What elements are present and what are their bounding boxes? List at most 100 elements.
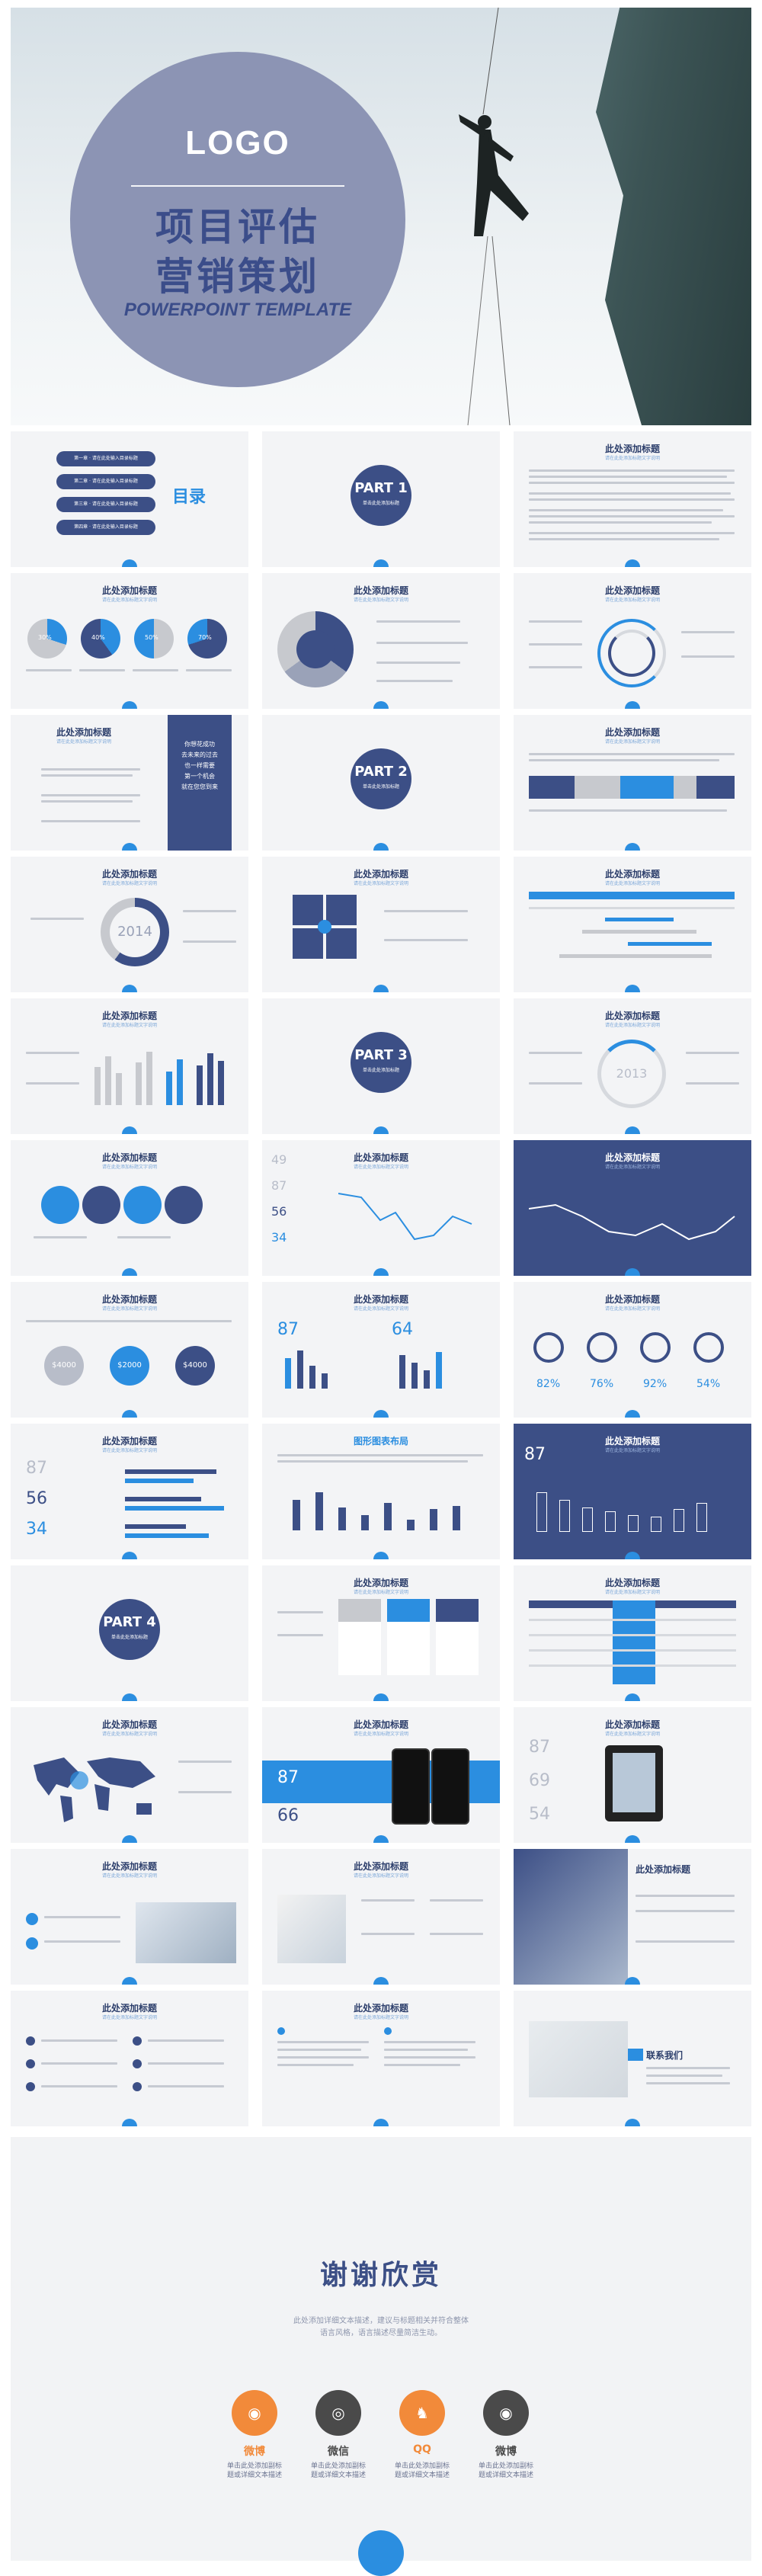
page-dot [122,1126,137,1134]
slide-money[interactable]: 此处添加标题 请在此处添加标题文字说明 $4000 $2000 $4000 [11,1282,248,1418]
slide-part-3[interactable]: PART 3 单击此处添加标题 [262,998,500,1134]
part-sub: 单击此处添加标题 [362,501,399,506]
part-label: PART 3 [354,1047,408,1063]
page-dot [373,2119,389,2126]
slide-title: 此处添加标题 [604,585,660,596]
part-label: PART 4 [103,1614,156,1630]
slide-title: 此处添加标题 [101,2003,157,2014]
cliff-image [596,8,751,425]
part-badge: PART 1 单击此处添加标题 [351,465,411,526]
slide-subtitle: 请在此处添加标题文字说明 [353,1873,408,1879]
cover-circle: LOGO 项目评估 营销策划 POWERPOINT TEMPLATE [70,52,405,387]
toc-item[interactable]: 第四章 · 请在此处输入目录标题 [56,520,155,535]
slide-title: 此处添加标题 [604,1436,660,1447]
slide-contact[interactable]: 联系我们 [514,1991,751,2126]
slide-photo-applause[interactable]: 此处添加标题 [514,1849,751,1985]
donut-hole [296,630,335,668]
social-label: 微博 [244,2446,265,2458]
wechat-icon[interactable]: ◎ [315,2390,361,2436]
divider [131,185,344,187]
slide-title: 此处添加标题 [353,1578,408,1588]
slide-part-1[interactable]: PART 1 单击此处添加标题 [262,431,500,567]
weibo-alt-icon[interactable]: ◉ [483,2390,529,2436]
stat-number: 49 [271,1152,287,1167]
page-dot [122,1693,137,1701]
slide-title: 此处添加标题 [101,1861,157,1872]
toc-item[interactable]: 第三章 · 请在此处输入目录标题 [56,497,155,512]
map-image [529,2021,628,2097]
slide-world-map[interactable]: 此处添加标题 请在此处添加标题文字说明 [11,1707,248,1843]
slide-phones[interactable]: 此处添加标题 请在此处添加标题文字说明 87 66 [262,1707,500,1843]
slide-two-columns[interactable]: 此处添加标题 请在此处添加标题文字说明 [262,1991,500,2126]
slide-bars-87-64[interactable]: 此处添加标题 请在此处添加标题文字说明 87 64 [262,1282,500,1418]
slide-arcs[interactable]: 此处添加标题 请在此处添加标题文字说明 [514,573,751,709]
page-dot [122,2119,137,2126]
slide-linechart[interactable]: 此处添加标题 请在此处添加标题文字说明 49 87 56 34 [262,1140,500,1276]
slide-subtitle: 请在此处添加标题文字说明 [353,598,408,603]
slide-part-4[interactable]: PART 4 单击此处添加标题 [11,1565,248,1701]
slide-quadrant[interactable]: 此处添加标题 请在此处添加标题文字说明 [262,857,500,992]
weibo-icon[interactable]: ◉ [232,2390,277,2436]
social-desc: 单击此处添加副标 [394,2462,450,2470]
part-label: PART 1 [354,480,408,496]
slide-title: 此处添加标题 [353,1861,408,1872]
contact-title: 联系我们 [646,2050,684,2061]
slide-layout[interactable]: 图形图表布局 [262,1424,500,1559]
page-dot [625,1835,640,1843]
money-circle: $2000 [110,1346,149,1386]
slide-title: 此处添加标题 [101,1294,157,1305]
slide-title: 此处添加标题 [636,1864,691,1875]
page-dot [625,1126,640,1134]
slide-subtitle: 请在此处添加标题文字说明 [604,1165,660,1170]
slide-dark-bars[interactable]: 此处添加标题 请在此处添加标题文字说明 87 [514,1424,751,1559]
slide-chain[interactable]: 此处添加标题 请在此处添加标题文字说明 [11,1140,248,1276]
climber-image [459,8,529,425]
slide-gantt[interactable]: 此处添加标题 请在此处添加标题文字说明 [514,857,751,992]
slide-list-icons[interactable]: 此处添加标题 请在此处添加标题文字说明 [11,1991,248,2126]
slide-text[interactable]: 此处添加标题 请在此处添加标题文字说明 [514,431,751,567]
page-dot [373,985,389,992]
ring-value: 92% [643,1378,668,1390]
slide-tablet[interactable]: 此处添加标题 请在此处添加标题文字说明 87 69 54 [514,1707,751,1843]
toc-item[interactable]: 第一章 · 请在此处输入目录标题 [56,451,155,466]
slide-donut[interactable]: 此处添加标题 请在此处添加标题文字说明 [262,573,500,709]
page-dot [122,1410,137,1418]
slide-hbars[interactable]: 此处添加标题 请在此处添加标题文字说明 [514,715,751,851]
thanks-slide[interactable]: 谢谢欣赏 此处添加详细文本描述，建议与标题相关并符合整体 语言风格，语言描述尽量… [11,2137,751,2576]
slide-title: 此处添加标题 [101,1152,157,1163]
social-desc: 题或详细文本描述 [478,2472,533,2479]
slide-rings[interactable]: 此处添加标题 请在此处添加标题文字说明 82% 76% 92% 54% [514,1282,751,1418]
slide-dark-line[interactable]: 此处添加标题 请在此处添加标题文字说明 [514,1140,751,1276]
slide-year-2014[interactable]: 此处添加标题 请在此处添加标题文字说明 2014 [11,857,248,992]
slide-toc[interactable]: 第一章 · 请在此处输入目录标题 第二章 · 请在此处输入目录标题 第三章 · … [11,431,248,567]
quote-panel: 你想花成功 去未来的过去 也一样需要 第一个机会 就在您您到来 [168,715,232,851]
page-dot [373,701,389,709]
slide-title: 此处添加标题 [101,1719,157,1730]
slide-pies[interactable]: 此处添加标题 请在此处添加标题文字说明 30% 40% 50% 70% [11,573,248,709]
part-badge: PART 2 单击此处添加标题 [351,748,411,809]
pie-label: 30% [38,634,52,641]
slide-hbar-numbers[interactable]: 此处添加标题 请在此处添加标题文字说明 87 56 34 [11,1424,248,1559]
slide-title: 此处添加标题 [604,1578,660,1588]
slide-photo-person[interactable]: 此处添加标题 请在此处添加标题文字说明 [262,1849,500,1985]
thanks-title: 谢谢欣赏 [319,2260,442,2291]
slide-quote[interactable]: 此处添加标题 请在此处添加标题文字说明 你想花成功 去未来的过去 也一样需要 第一个机… [11,715,248,851]
slide-vbars[interactable]: 此处添加标题 请在此处添加标题文字说明 [11,998,248,1134]
slide-photo-meeting[interactable]: 此处添加标题 请在此处添加标题文字说明 [11,1849,248,1985]
page-dot [373,843,389,851]
slide-part-2[interactable]: PART 2 单击此处添加标题 [262,715,500,851]
page-dot [625,559,640,567]
slide-year-2013[interactable]: 此处添加标题 请在此处添加标题文字说明 2013 [514,998,751,1134]
slide-pricing[interactable]: 此处添加标题 请在此处添加标题文字说明 [262,1565,500,1701]
slide-subtitle: 请在此处添加标题文字说明 [101,1448,157,1453]
qq-icon[interactable]: ♞ [399,2390,445,2436]
slide-table[interactable]: 此处添加标题 请在此处添加标题文字说明 [514,1565,751,1701]
slide-title: 此处添加标题 [604,1719,660,1730]
social-label: 微信 [328,2446,349,2458]
cover-slide[interactable]: LOGO 项目评估 营销策划 POWERPOINT TEMPLATE [11,8,751,425]
page-dot [122,701,137,709]
page-dot [625,843,640,851]
slide-title: 此处添加标题 [101,585,157,596]
page-dot [122,1835,137,1843]
toc-item[interactable]: 第二章 · 请在此处输入目录标题 [56,474,155,489]
